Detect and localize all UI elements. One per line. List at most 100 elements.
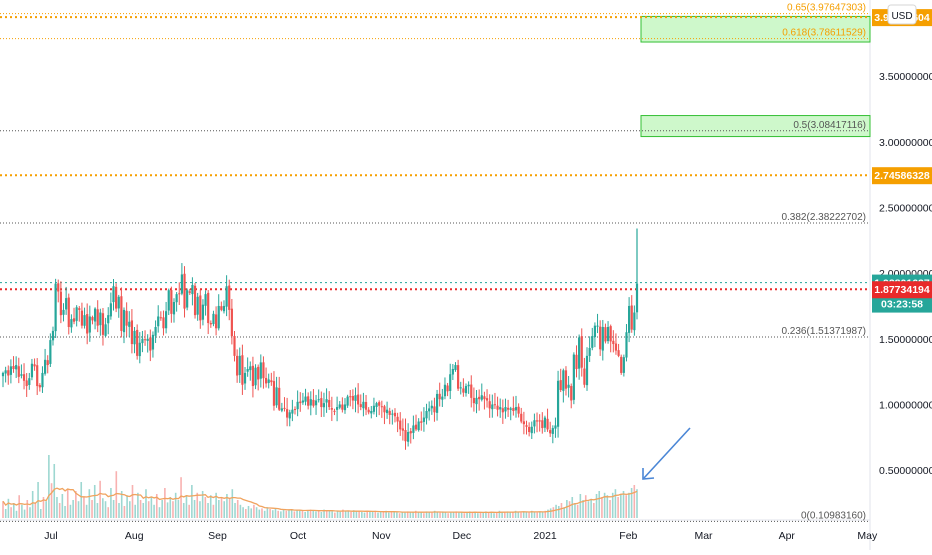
volume-bar: [185, 495, 188, 518]
candle-body: [243, 372, 247, 384]
volume-bar: [525, 512, 528, 518]
volume-bar: [320, 512, 323, 518]
volume-bar: [164, 488, 166, 518]
volume-bar: [317, 510, 320, 518]
candle-body: [391, 413, 394, 415]
candle-body: [175, 294, 178, 303]
volume-bar: [536, 512, 538, 518]
candle-body: [412, 425, 415, 433]
volume-bar: [296, 509, 298, 518]
x-tick-label: Jul: [44, 530, 57, 542]
fib-label: 0.65(3.97647303): [787, 3, 866, 14]
candle-body: [236, 355, 239, 376]
candle-body: [443, 384, 447, 397]
candle-body: [620, 356, 623, 373]
candle-body: [80, 310, 84, 326]
volume-bar: [91, 500, 93, 518]
volume-bar: [487, 512, 490, 518]
candle-body: [125, 310, 128, 326]
price-badge-bg: [872, 281, 932, 299]
volume-bar: [423, 513, 425, 518]
volume-bar: [266, 507, 269, 518]
volume-bar: [153, 504, 155, 518]
volume-bar: [223, 501, 226, 518]
candle-body: [451, 368, 454, 375]
volume-bar: [530, 510, 533, 518]
volume-bar: [282, 509, 285, 518]
price-badge-text: 1.87734194: [874, 284, 930, 296]
volume-bar: [560, 503, 563, 518]
price-axis[interactable]: 0.500000001.000000001.500000002.00000000…: [44, 71, 932, 542]
volume-bar: [42, 497, 45, 518]
volume-bar: [606, 495, 609, 518]
candle-body: [435, 393, 439, 413]
x-tick-label: Oct: [290, 530, 306, 542]
candle-body: [296, 401, 299, 410]
annotation-arrow: [643, 427, 691, 479]
volume-bar: [385, 510, 387, 518]
candle-body: [251, 365, 255, 387]
candle-body: [49, 340, 52, 364]
candle-body: [462, 388, 465, 393]
candle-body: [401, 428, 404, 431]
x-tick-label: Aug: [125, 530, 144, 542]
volume-bar: [277, 510, 279, 518]
candle-body: [388, 410, 391, 415]
candle-body: [228, 285, 231, 310]
candle-body: [572, 354, 575, 400]
volume-bar: [234, 503, 236, 518]
candle-body: [467, 384, 470, 387]
candle-body: [7, 370, 10, 376]
volume-bar: [325, 510, 328, 518]
volume-bar: [155, 494, 158, 518]
candle-body: [606, 326, 610, 342]
volume-bar: [463, 513, 466, 518]
candle-body: [225, 286, 228, 307]
candle-body: [172, 302, 176, 315]
volume-bar: [301, 510, 304, 518]
candle-body: [199, 295, 202, 321]
candle-body: [304, 396, 307, 402]
volume-bar: [161, 500, 163, 518]
volume-bar: [450, 512, 452, 518]
candle-body: [54, 283, 57, 332]
candle-body: [420, 421, 423, 423]
candle-body: [506, 407, 510, 410]
candle-body: [599, 326, 602, 350]
candle-body: [504, 407, 507, 412]
volume-bar: [468, 511, 471, 518]
candle-body: [517, 406, 520, 414]
candle-body: [509, 408, 512, 410]
volume-bar: [15, 510, 18, 518]
candle-body: [91, 317, 94, 321]
candle-body: [249, 366, 252, 371]
y-tick-label: 2.50000000: [879, 202, 932, 214]
candle-body: [238, 355, 241, 375]
volume-bar: [255, 507, 258, 518]
candle-body: [196, 296, 199, 315]
candle-body: [628, 305, 631, 333]
volume-bar: [72, 500, 74, 518]
candle-body: [62, 309, 65, 315]
volume-bar: [504, 512, 506, 518]
volume-bar: [312, 510, 315, 518]
candle-body: [130, 320, 134, 345]
volume-bar: [2, 501, 4, 518]
candle-body: [441, 396, 444, 400]
candle-body: [262, 362, 265, 379]
volume-bar: [218, 500, 220, 518]
currency-box[interactable]: [887, 4, 917, 25]
candle-body: [478, 396, 481, 400]
volume-bar: [595, 494, 598, 518]
level-lines: 0(0.10983160) 0.236(1.51371987) 0.382(2.38…: [0, 3, 870, 522]
target-zone: [640, 15, 871, 43]
volume-bar: [137, 492, 139, 518]
volume-bar: [425, 511, 428, 518]
candle-body: [549, 430, 552, 434]
volume-bar: [104, 501, 107, 518]
volume-bar: [226, 494, 228, 518]
candle-body: [157, 316, 160, 327]
x-tick-label: Feb: [619, 530, 637, 542]
candle-body: [57, 283, 60, 292]
candle-body: [154, 326, 157, 336]
